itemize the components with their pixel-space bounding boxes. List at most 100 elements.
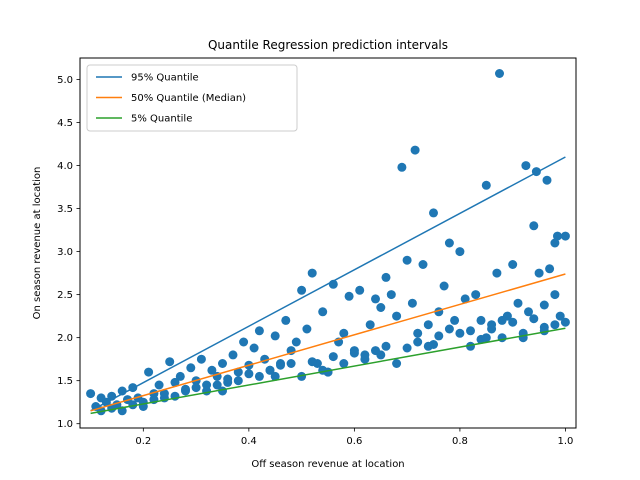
- scatter-point: [539, 300, 549, 310]
- scatter-point: [487, 320, 497, 330]
- x-tick-label: 1.0: [557, 436, 573, 447]
- scatter-point: [513, 298, 523, 308]
- scatter-point: [560, 317, 570, 327]
- scatter-point: [410, 145, 420, 155]
- scatter-point: [476, 315, 486, 325]
- x-tick-label: 0.6: [346, 436, 362, 447]
- scatter-point: [191, 383, 201, 393]
- y-tick-label: 3.5: [57, 204, 73, 215]
- scatter-point: [154, 380, 164, 390]
- scatter-point: [175, 371, 185, 381]
- x-axis-label: Off season revenue at location: [251, 459, 404, 470]
- scatter-point: [307, 268, 317, 278]
- scatter-point: [202, 386, 212, 396]
- scatter-point: [254, 326, 264, 336]
- scatter-point: [228, 350, 238, 360]
- y-tick-label: 4.5: [57, 118, 73, 129]
- scatter-point: [318, 307, 328, 317]
- scatter-point: [495, 69, 504, 78]
- scatter-point: [233, 376, 243, 386]
- scatter-point: [455, 247, 465, 257]
- scatter-point: [521, 161, 531, 171]
- scatter-point: [360, 354, 370, 364]
- scatter-point: [297, 371, 307, 381]
- scatter-point: [170, 377, 180, 387]
- scatter-point: [186, 363, 196, 373]
- y-tick-label: 3.0: [57, 247, 73, 258]
- scatter-point: [481, 180, 491, 190]
- scatter-point: [265, 365, 275, 375]
- scatter-point: [371, 294, 380, 304]
- scatter-point: [196, 354, 206, 364]
- scatter-point: [223, 374, 233, 384]
- scatter-point: [244, 369, 254, 379]
- scatter-point: [560, 231, 570, 241]
- series-line-3: [90, 327, 566, 415]
- scatter-point: [297, 285, 307, 295]
- scatter-point: [276, 360, 285, 370]
- scatter-point: [249, 343, 259, 353]
- legend-box: [86, 64, 298, 132]
- scatter-point: [550, 238, 560, 248]
- scatter-point: [159, 389, 169, 399]
- scatter-point: [349, 348, 359, 358]
- scatter-point: [508, 317, 518, 327]
- scatter-point: [392, 311, 402, 321]
- scatter-point: [550, 290, 560, 300]
- scatter-point: [444, 324, 454, 334]
- scatter-point: [542, 175, 552, 185]
- legend: 95% Quantile 50% Quantile (Median) 5% Quan…: [86, 64, 298, 132]
- scatter-point: [165, 357, 175, 367]
- y-axis-label: On season revenue at location: [32, 167, 43, 320]
- scatter-point: [492, 268, 502, 278]
- y-tick-label: 2.5: [57, 290, 73, 301]
- scatter-point: [307, 357, 317, 367]
- scatter-point: [376, 303, 386, 312]
- scatter-point: [270, 331, 280, 341]
- scatter-point: [413, 328, 423, 338]
- legend-label-2: 50% Quantile (Median): [131, 93, 246, 104]
- legend-label-1: 95% Quantile: [131, 73, 199, 84]
- scatter-point: [339, 359, 349, 368]
- legend-label-3: 5% Quantile: [131, 114, 192, 125]
- scatter-point: [397, 162, 407, 172]
- scatter-point: [281, 315, 291, 325]
- scatter-point: [302, 324, 312, 334]
- scatter-point: [423, 320, 433, 330]
- scatter-point: [365, 320, 375, 330]
- scatter-point: [402, 343, 412, 353]
- scatter-point: [524, 307, 533, 317]
- scatter-point: [466, 326, 475, 336]
- scatter-point: [529, 314, 539, 324]
- x-tick-label: 0.4: [241, 436, 257, 447]
- x-axis: 0.2 0.4 0.6 0.8 1.0: [135, 428, 573, 447]
- scatter-point: [86, 389, 96, 399]
- scatter-point: [429, 208, 438, 218]
- y-tick-label: 5.0: [57, 75, 73, 86]
- scatter-point: [386, 290, 396, 300]
- plot-area: [86, 69, 570, 416]
- scatter-point: [455, 328, 465, 338]
- scatter-point: [529, 221, 539, 231]
- x-tick-label: 0.8: [452, 436, 468, 447]
- y-tick-label: 1.0: [57, 419, 73, 430]
- scatter-point: [450, 315, 460, 325]
- scatter-point: [553, 231, 562, 241]
- scatter-point: [434, 331, 444, 341]
- y-tick-label: 2.0: [57, 333, 73, 344]
- scatter-point: [328, 352, 338, 362]
- scatter-point: [429, 340, 438, 349]
- scatter-point: [270, 371, 280, 381]
- scatter-point: [545, 264, 555, 274]
- scatter-point: [291, 337, 301, 347]
- chart-title: Quantile Regression prediction intervals: [208, 38, 448, 52]
- y-tick-label: 1.5: [57, 376, 73, 387]
- scatter-point: [381, 272, 391, 282]
- x-tick-label: 0.2: [135, 436, 151, 447]
- series-line-1: [90, 156, 566, 412]
- scatter-point: [392, 359, 402, 368]
- scatter-point: [471, 290, 481, 300]
- scatter-point: [402, 255, 412, 265]
- scatter-point: [239, 337, 249, 347]
